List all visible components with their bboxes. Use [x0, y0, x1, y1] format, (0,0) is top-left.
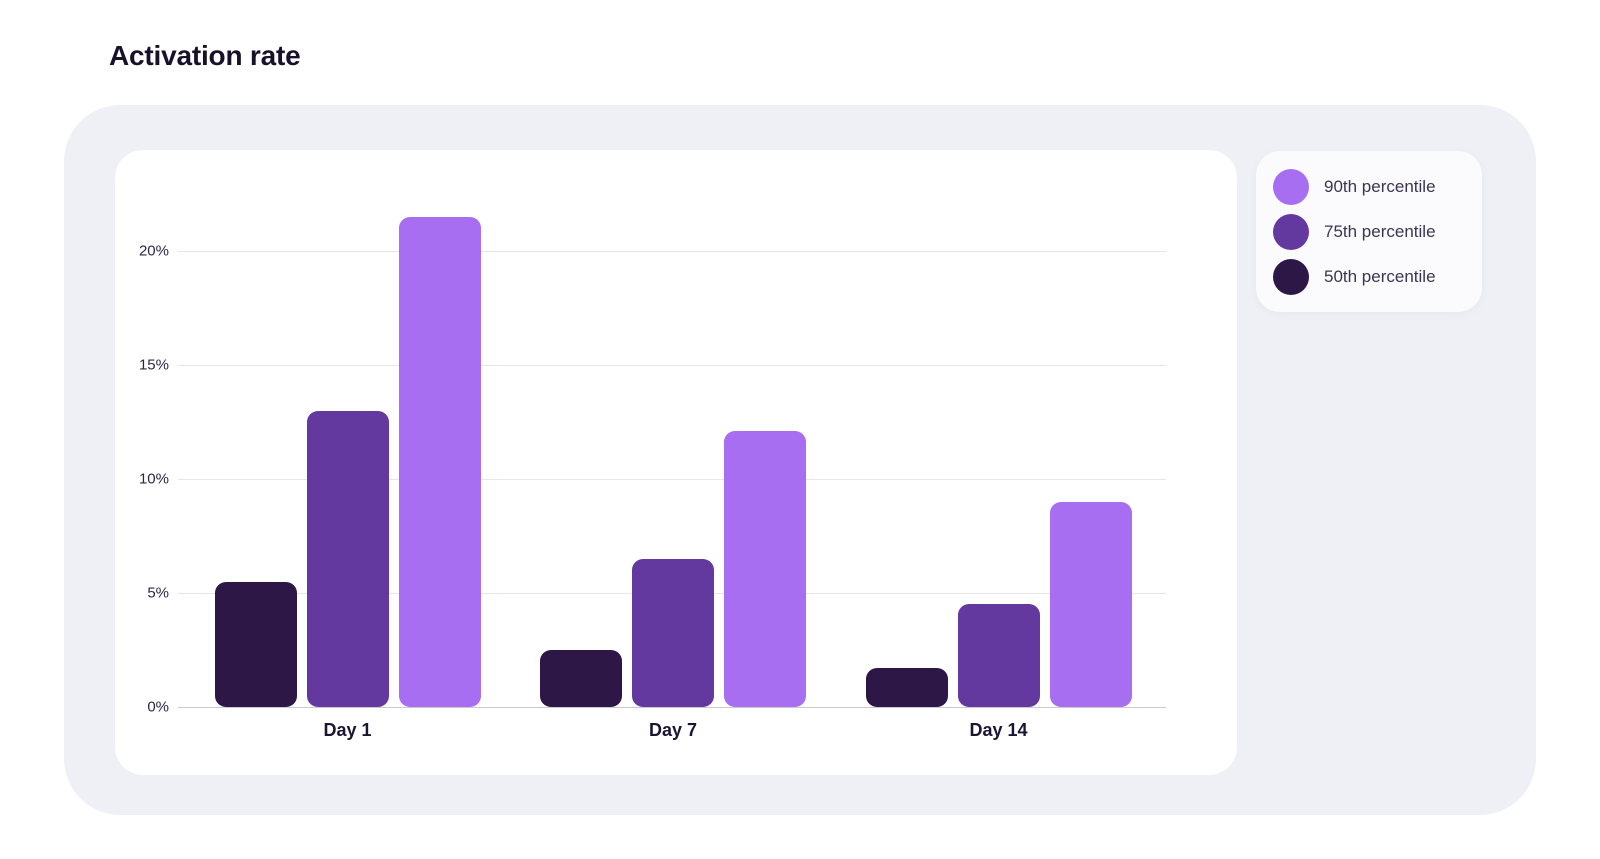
- gridline-15: [178, 365, 1166, 366]
- bar-90th-percentile-day-14[interactable]: [1049, 501, 1132, 707]
- y-tick-label-20: 20%: [138, 242, 169, 260]
- y-tick-label-15: 15%: [138, 356, 169, 374]
- bar-90th-percentile-day-1[interactable]: [398, 216, 481, 707]
- x-axis-label-day-14: Day 14: [969, 720, 1028, 740]
- legend-swatch-90th-percentile-icon: [1273, 168, 1309, 205]
- y-tick-label-10: 10%: [138, 470, 169, 488]
- bar-50th-percentile-day-14[interactable]: [865, 668, 948, 707]
- gridline-20: [178, 251, 1166, 252]
- legend-item-75th-percentile[interactable]: 75th percentile: [1273, 213, 1482, 250]
- bar-90th-percentile-day-7[interactable]: [724, 431, 806, 707]
- legend-item-90th-percentile[interactable]: 90th percentile: [1273, 168, 1482, 205]
- bar-75th-percentile-day-14[interactable]: [957, 604, 1040, 707]
- plot-area: 0% 5% 10% 15% 20% Day 1 Day 7 Day 14: [115, 150, 1237, 775]
- legend-swatch-50th-percentile-icon: [1273, 258, 1309, 295]
- bar-50th-percentile-day-1[interactable]: [214, 581, 297, 707]
- legend-label: 50th percentile: [1324, 266, 1436, 286]
- y-tick-label-5: 5%: [147, 584, 169, 602]
- bar-50th-percentile-day-7[interactable]: [540, 650, 622, 707]
- chart-card: 0% 5% 10% 15% 20% Day 1 Day 7 Day 14: [115, 150, 1237, 775]
- bar-75th-percentile-day-1[interactable]: [306, 410, 389, 707]
- x-axis-label-day-7: Day 7: [648, 720, 698, 740]
- legend-label: 90th percentile: [1324, 176, 1436, 196]
- legend-item-50th-percentile[interactable]: 50th percentile: [1273, 258, 1482, 295]
- x-axis-baseline: [178, 707, 1166, 708]
- page-title: Activation rate: [109, 40, 301, 71]
- y-tick-label-0: 0%: [147, 698, 169, 716]
- dashboard-panel: 0% 5% 10% 15% 20% Day 1 Day 7 Day 14 90th perce…: [64, 105, 1536, 815]
- chart-legend: 90th percentile 75th percentile 50th per…: [1256, 151, 1482, 312]
- legend-swatch-75th-percentile-icon: [1273, 213, 1309, 250]
- legend-label: 75th percentile: [1324, 221, 1436, 241]
- x-axis-label-day-1: Day 1: [323, 720, 372, 740]
- bar-75th-percentile-day-7[interactable]: [632, 558, 714, 707]
- gridline-10: [178, 479, 1166, 480]
